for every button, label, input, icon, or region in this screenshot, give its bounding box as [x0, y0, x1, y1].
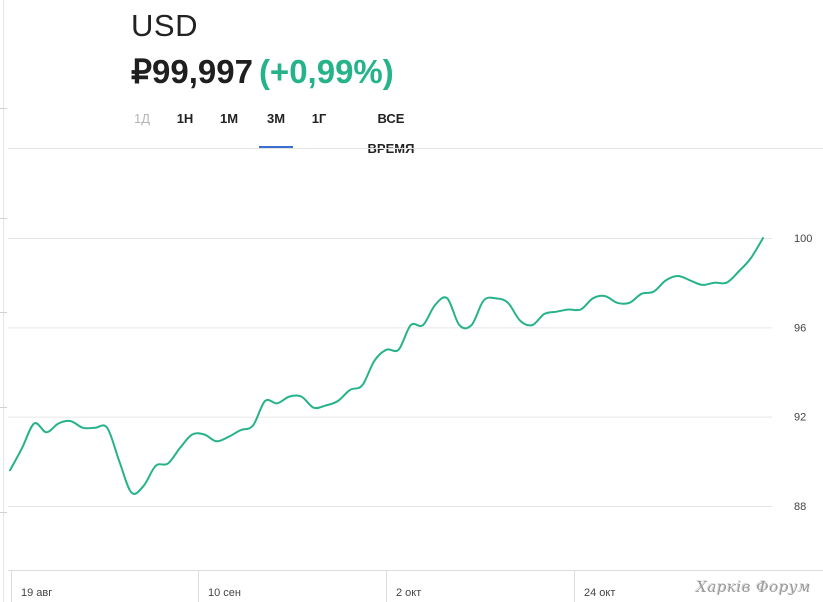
x-tick-label: 10 сен	[208, 587, 241, 599]
tabs-divider	[8, 148, 823, 149]
left-edge-tick	[0, 512, 7, 513]
y-tick-label: 88	[794, 501, 806, 513]
tab-1w[interactable]: 1Н	[176, 111, 194, 126]
left-edge-tick	[0, 218, 7, 219]
x-tick-label: 19 авг	[21, 587, 52, 599]
price-change: (+0,99%)	[258, 53, 394, 90]
tab-1m[interactable]: 1М	[219, 111, 239, 126]
left-edge-tick	[0, 108, 7, 109]
left-edge-tick	[0, 407, 7, 408]
left-edge-tick	[0, 312, 7, 313]
left-edge-rule	[3, 0, 4, 602]
y-tick-label: 96	[794, 322, 806, 334]
watermark-text: Харків Форум	[696, 578, 811, 596]
price-row: ₽99,997 (+0,99%)	[131, 52, 394, 91]
tab-3m[interactable]: 3М	[259, 104, 293, 149]
price-line	[9, 237, 764, 495]
tab-1y[interactable]: 1Г	[311, 111, 327, 126]
current-price: ₽99,997	[131, 53, 253, 90]
y-tick-label: 100	[794, 233, 812, 245]
x-tick-label: 2 окт	[396, 587, 421, 599]
tab-1d[interactable]: 1Д	[133, 111, 151, 126]
ticker-symbol: USD	[131, 8, 198, 43]
y-tick-label: 92	[794, 412, 806, 424]
x-tick-label: 24 окт	[584, 587, 615, 599]
